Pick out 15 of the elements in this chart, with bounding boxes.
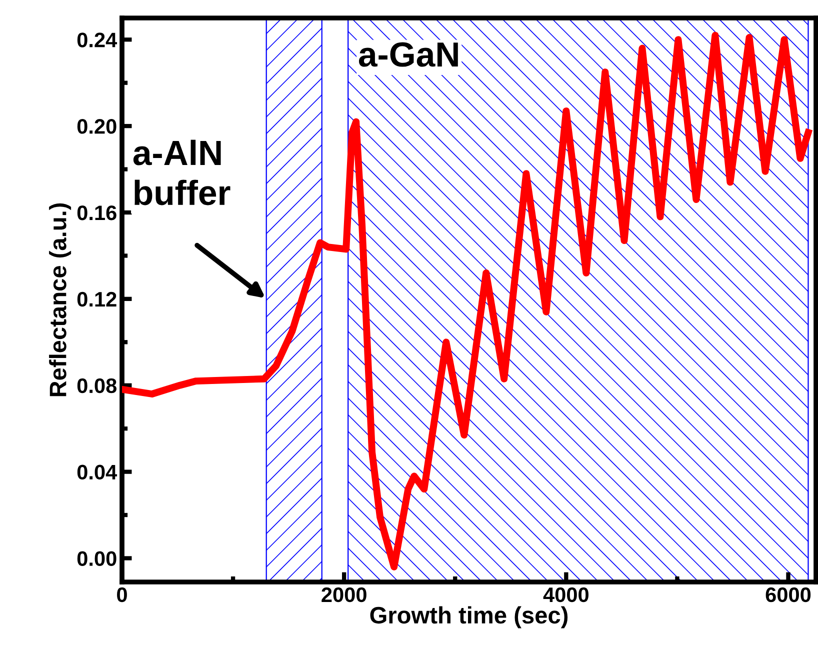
y-tick-label: 0.16 bbox=[77, 205, 116, 220]
y-tick-label: 0.24 bbox=[77, 32, 118, 48]
annotation: a-GaN bbox=[358, 42, 458, 67]
x-tick-label: 0 bbox=[117, 587, 127, 602]
x-axis-title: Growth time (sec) bbox=[370, 606, 568, 628]
y-tick-label: 0.08 bbox=[77, 378, 117, 394]
y-tick-label: 0.00 bbox=[77, 551, 116, 566]
y-axis-title: Reflectance (a.u.) bbox=[49, 203, 72, 396]
x-tick-label: 2000 bbox=[322, 587, 366, 602]
y-tick-label: 0.12 bbox=[77, 292, 116, 307]
y-tick-label: 0.04 bbox=[77, 464, 118, 480]
x-tick-label: 4000 bbox=[543, 587, 588, 602]
annotation: a-AlN buffer bbox=[133, 140, 230, 206]
y-tick-label: 0.20 bbox=[77, 119, 116, 134]
x-tick-label: 6000 bbox=[766, 587, 811, 602]
